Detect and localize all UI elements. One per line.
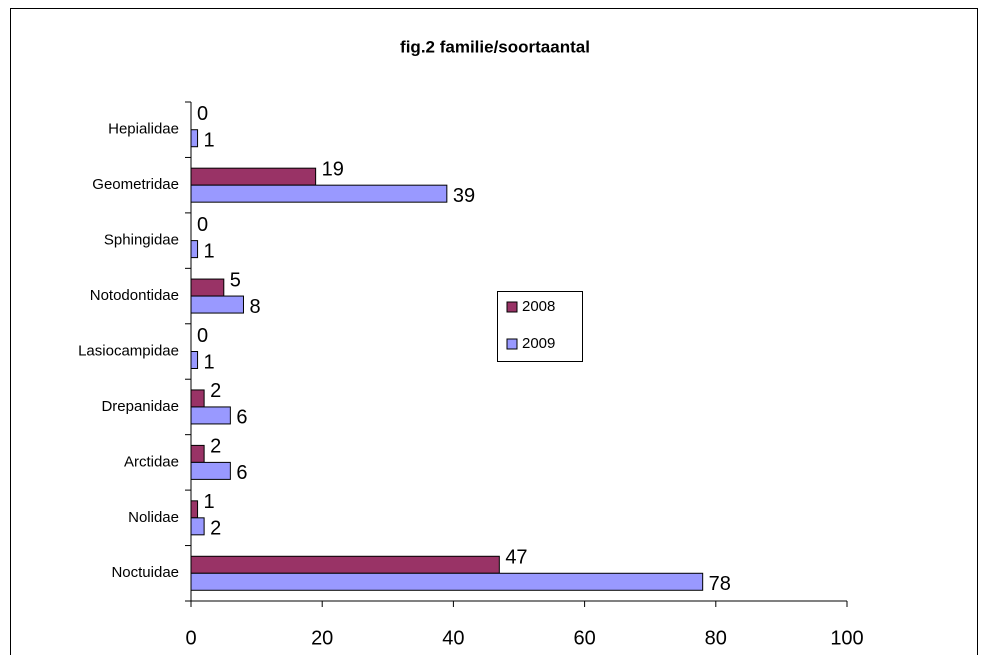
value-label: 0 [197,325,208,347]
legend-label: 2009 [522,335,555,352]
bar [190,129,199,148]
legend-swatch [506,338,518,350]
bar [190,184,448,203]
value-label: 0 [197,103,208,125]
legend-box [497,291,583,362]
bar [190,295,244,314]
y-tick-label: Arctidae [124,453,179,470]
value-label: 6 [236,407,247,429]
value-label: 1 [204,351,215,373]
value-label: 78 [709,573,731,595]
x-tick-label: 20 [311,627,333,649]
legend-swatch [506,301,518,313]
value-label: 19 [322,158,344,180]
value-label: 1 [204,240,215,262]
y-tick-label: Lasiocampidae [78,342,179,359]
y-tick-label: Notodontidae [90,287,179,304]
value-label: 2 [210,518,221,540]
y-tick-label: Sphingidae [104,232,179,249]
value-label: 2 [210,380,221,402]
y-tick-label: Geometridae [92,176,179,193]
y-tick-label: Hepialidae [108,121,179,138]
x-tick-label: 80 [705,627,727,649]
bar [190,555,500,574]
value-label: 1 [204,130,215,152]
bar [190,572,704,591]
bar [190,444,205,463]
value-label: 0 [197,214,208,236]
x-tick-label: 0 [185,627,196,649]
bar [190,517,205,536]
bar [190,351,199,369]
value-label: 5 [230,269,241,291]
value-label: 2 [210,436,221,458]
x-tick-label: 40 [442,627,464,649]
y-tick-label: Nolidae [128,509,179,526]
bar [190,406,231,425]
chart-border [10,8,978,655]
chart-title: fig.2 familie/soortaantal [400,37,590,56]
value-label: 8 [249,296,260,318]
value-label: 39 [453,185,475,207]
y-tick-label: Noctuidae [111,564,179,581]
bar [190,389,205,408]
bar [190,461,231,480]
bar [190,500,199,519]
value-label: 47 [505,547,527,569]
bar [190,240,199,259]
y-tick-label: Drepanidae [101,398,179,415]
value-label: 1 [204,491,215,513]
legend-label: 2008 [522,298,555,315]
x-tick-label: 100 [830,627,863,649]
x-tick-label: 60 [573,627,595,649]
value-label: 6 [236,462,247,484]
bar [190,278,225,297]
bar [190,167,317,186]
